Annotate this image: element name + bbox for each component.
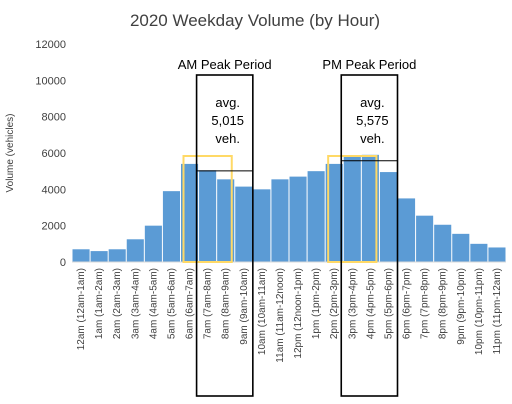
x-tick-label: 11pm (11pm-12am) — [492, 268, 503, 354]
bar — [343, 156, 361, 262]
peak-period-box — [340, 74, 399, 397]
x-axis-ticks: 12am (12am-1am) 1am (1am-2am) 2am (2am-3am… — [76, 268, 503, 363]
peak-average-text: veh. — [215, 131, 240, 146]
y-tick-label: 6000 — [42, 148, 66, 160]
bar — [434, 224, 452, 262]
bar — [72, 249, 90, 262]
x-tick-label: 4pm (4pm-5pm) — [365, 268, 376, 339]
x-tick-label: 10pm (10pm-11pm) — [474, 268, 485, 355]
x-tick-label: 10am (10am-11am) — [257, 268, 268, 355]
x-tick-label: 7am (7am-8am) — [203, 268, 214, 339]
bar — [361, 154, 379, 262]
bars — [72, 154, 506, 262]
x-tick-label: 9pm (9pm-10pm) — [456, 268, 467, 345]
peak-average-text: avg. — [215, 95, 240, 110]
peak-highlight-box — [327, 155, 378, 263]
x-tick-label: 7pm (7pm-8pm) — [420, 268, 431, 339]
peak-period-label: PM Peak Period — [322, 57, 416, 72]
peak-period-label: AM Peak Period — [178, 57, 272, 72]
bar — [271, 179, 289, 262]
peak-period-box — [195, 74, 254, 397]
bar — [253, 189, 271, 262]
bar — [289, 176, 307, 262]
bar — [235, 186, 253, 262]
x-tick-label: 6am (6am-7am) — [185, 268, 196, 339]
bar — [126, 239, 144, 262]
peak-highlight-box — [182, 155, 233, 263]
bar — [416, 215, 434, 262]
bar — [162, 191, 180, 262]
x-tick-label: 11am (11am-12noon) — [275, 268, 286, 363]
x-tick-label: 8am (8am-9am) — [221, 268, 232, 339]
bar — [452, 233, 470, 262]
y-tick-label: 0 — [60, 257, 66, 269]
x-tick-label: 5am (5am-6am) — [166, 268, 177, 339]
bar — [398, 198, 416, 262]
y-tick-label: 12000 — [35, 39, 66, 51]
bar — [217, 179, 235, 262]
y-tick-label: 10000 — [35, 75, 66, 87]
peak-period-annotations: AM Peak Period avg. 5,015 veh. PM Peak Perio… — [178, 57, 416, 397]
x-tick-label: 5pm (5pm-6pm) — [383, 268, 394, 339]
x-tick-label: 8pm (8pm-9pm) — [438, 268, 449, 339]
peak-average-text: avg. — [360, 95, 385, 110]
x-tick-label: 6pm (6pm-7pm) — [402, 268, 413, 339]
bar — [470, 243, 488, 262]
bar — [90, 251, 108, 262]
y-axis-label: Volume (vehicles) — [5, 114, 16, 193]
x-tick-label: 4am (4am-5am) — [148, 268, 159, 339]
bar — [144, 225, 162, 262]
x-tick-label: 3pm (3pm-4pm) — [347, 268, 358, 339]
bar — [488, 247, 506, 262]
x-tick-label: 12am (12am-1am) — [76, 268, 87, 350]
bar — [307, 171, 325, 262]
y-axis-ticks: 0 2000 4000 6000 8000 10000 12000 — [35, 39, 66, 269]
y-tick-label: 8000 — [42, 112, 66, 124]
peak-average-text: 5,575 — [356, 113, 389, 128]
bar — [181, 163, 199, 262]
x-tick-label: 3am (3am-4am) — [130, 268, 141, 339]
x-tick-label: 1pm (1pm-2pm) — [311, 268, 322, 339]
peak-average-text: 5,015 — [211, 113, 244, 128]
y-tick-label: 2000 — [42, 221, 66, 233]
x-tick-label: 2am (2am-3am) — [112, 268, 123, 339]
x-tick-label: 2pm (2pm-3pm) — [329, 268, 340, 339]
chart-title: 2020 Weekday Volume (by Hour) — [130, 11, 380, 30]
bar — [108, 249, 126, 262]
x-tick-label: 12pm (12noon-1pm) — [293, 268, 304, 359]
x-tick-label: 1am (1am-2am) — [94, 268, 105, 339]
bar — [199, 170, 217, 262]
bar — [379, 172, 397, 262]
y-tick-label: 4000 — [42, 184, 66, 196]
x-tick-label: 9am (9am-10am) — [239, 268, 250, 345]
bar — [325, 163, 343, 262]
peak-average-text: veh. — [360, 131, 385, 146]
